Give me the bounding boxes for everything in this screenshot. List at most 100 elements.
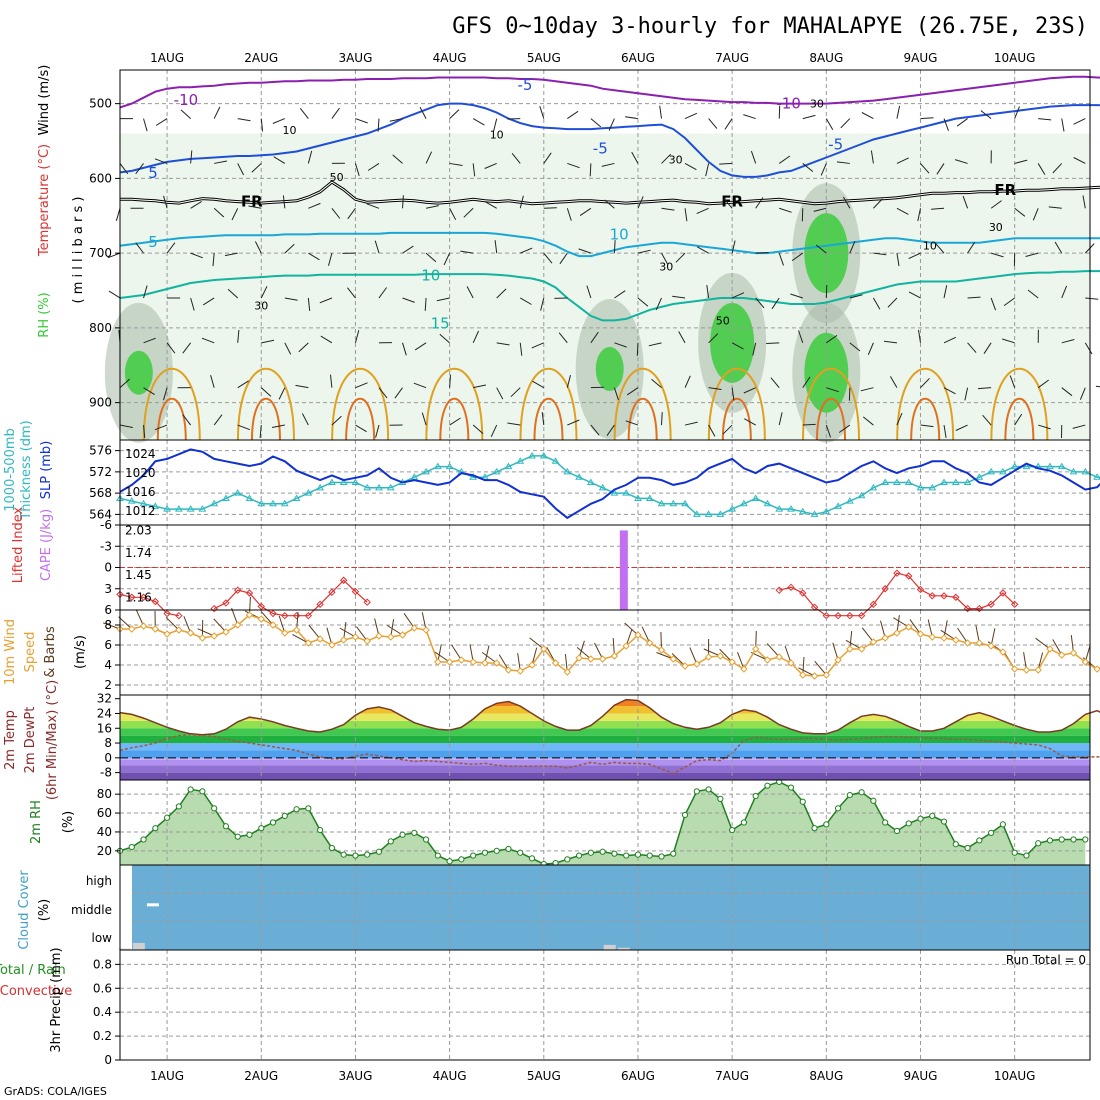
li-ytick-label-0: -6 xyxy=(100,518,112,532)
rh2m-marker-24 xyxy=(400,832,405,837)
wind-barb-42-3 xyxy=(614,240,615,253)
wind-barb-40-1 xyxy=(590,163,591,176)
wind-barb-0-4 xyxy=(109,291,120,298)
temp-contour-label-4: -5 xyxy=(828,136,843,154)
panel-cloud: lowmiddlehighCloud Cover (%) xyxy=(17,865,1090,950)
rh2m-marker-45 xyxy=(647,853,652,858)
rh2m-marker-34 xyxy=(518,850,523,855)
rh-contour-label-1: 30 xyxy=(669,154,683,167)
precip-frame xyxy=(120,950,1090,1060)
wind10m-ytick-label-3: 8 xyxy=(104,618,112,632)
precip-ytick-label-0: 0 xyxy=(104,1053,112,1067)
time-label-bottom-3: 4AUG xyxy=(433,1069,467,1083)
temp2m-ytick-label-3: 16 xyxy=(97,721,112,735)
rh2m-marker-80 xyxy=(1059,837,1064,842)
slp-ylabel-1: Thickness (dm) xyxy=(19,420,34,520)
rh2m-marker-27 xyxy=(435,853,440,858)
slp-ytick-label-1: 1016 xyxy=(125,485,156,499)
slp-ytick-label-3: 1024 xyxy=(125,447,156,461)
temp2m-ytick-label-5: 32 xyxy=(97,692,112,706)
cloud-bg xyxy=(132,865,1090,950)
wind10m-marker-26 xyxy=(423,627,429,633)
thickness-ytick-label-1: 568 xyxy=(89,486,112,500)
rh2m-marker-43 xyxy=(624,853,629,858)
rh2m-marker-65 xyxy=(883,820,888,825)
temp-band-4 xyxy=(120,750,1090,757)
rh2m-marker-46 xyxy=(659,854,664,859)
rh2m-marker-38 xyxy=(565,857,570,862)
cape-ytick-label-2: 1.74 xyxy=(125,546,152,560)
temp2m-ytick-label-2: 8 xyxy=(104,736,112,750)
rh2m-marker-11 xyxy=(247,832,252,837)
rh-contour-label-7: 30 xyxy=(810,98,824,111)
wind10m-marker-78 xyxy=(1035,667,1041,673)
temp2m-ytick-label-4: 24 xyxy=(97,706,112,720)
cloud-high-bar-0 xyxy=(147,903,159,906)
precip-ytick-label-3: 0.6 xyxy=(93,981,112,995)
rh2m-marker-82 xyxy=(1083,837,1088,842)
rh2m-marker-49 xyxy=(694,789,699,794)
temp2m-ytick-label-1: 0 xyxy=(104,751,112,765)
rh2m-marker-10 xyxy=(235,834,240,839)
slp-ylabel-0: 1000-500mb xyxy=(3,428,18,512)
wind10m-ylabel-0: 10m Wind xyxy=(3,619,18,685)
precip-run-total: Run Total = 0 xyxy=(1006,953,1086,967)
rh2m-marker-16 xyxy=(306,806,311,811)
rh2m-marker-69 xyxy=(930,813,935,818)
wind10m-marker-66 xyxy=(894,630,900,636)
wind10m-marker-18 xyxy=(329,642,335,648)
wind-barb-46-7 xyxy=(662,412,663,425)
temp-band-7 xyxy=(120,728,1090,735)
rh2m-marker-18 xyxy=(329,845,334,850)
rh2m-ytick-label-3: 80 xyxy=(97,787,112,801)
time-label-top-6: 7AUG xyxy=(715,51,749,65)
rh2m-marker-52 xyxy=(730,827,735,832)
rh2m-marker-61 xyxy=(835,806,840,811)
wind-barb-52-1 xyxy=(719,163,732,164)
wind10m-barb-79 xyxy=(1036,638,1050,649)
rh2m-marker-68 xyxy=(918,816,923,821)
slp-ytick-label-0: 1012 xyxy=(125,504,156,518)
rh2m-marker-62 xyxy=(847,793,852,798)
temp2m-ylabel-1: 2m DewPt xyxy=(23,707,38,774)
temp-contour-label-3: -10 xyxy=(776,95,801,113)
time-label-top-9: 10AUG xyxy=(994,51,1036,65)
rh2m-marker-23 xyxy=(388,839,393,844)
rh2m-marker-77 xyxy=(1024,853,1029,858)
cloud-ytick-label-1: middle xyxy=(71,903,112,917)
wind10m-marker-71 xyxy=(953,637,959,643)
wind10m-marker-77 xyxy=(1023,667,1029,673)
thickness-ytick-label-2: 572 xyxy=(89,465,112,479)
rh2m-marker-39 xyxy=(577,853,582,858)
rh2m-marker-57 xyxy=(788,785,793,790)
wind-barb-84-6 xyxy=(1096,386,1100,387)
time-label-top-1: 2AUG xyxy=(244,51,278,65)
wind10m-barb-36 xyxy=(530,638,544,649)
li-line-2 xyxy=(779,573,1015,616)
cloud-ytick-label-0: low xyxy=(92,931,113,945)
upper-air-axis-title: ( m i l l i b a r s ) xyxy=(71,197,86,304)
cloud-ytick-label-2: high xyxy=(86,874,112,888)
wind10m-marker-59 xyxy=(812,673,818,679)
cape-ytick-label-0: 1.16 xyxy=(125,591,152,605)
rh2m-marker-41 xyxy=(600,849,605,854)
rh2m-marker-26 xyxy=(423,837,428,842)
li-marker-8 xyxy=(211,606,217,612)
wind10m-ylabel-3: (m/s) xyxy=(73,635,88,669)
wind10m-barb-5 xyxy=(166,617,179,630)
upper-air-ytick-label-0: 500 xyxy=(89,97,112,111)
wind10m-marker-65 xyxy=(882,635,888,641)
wind10m-marker-4 xyxy=(164,631,170,637)
rh2m-marker-59 xyxy=(812,826,817,831)
wind-barb-56-5 xyxy=(766,343,779,344)
wind10m-marker-30 xyxy=(470,659,476,665)
wind-barb-58-7 xyxy=(803,424,816,425)
time-label-top-7: 8AUG xyxy=(809,51,843,65)
wind10m-marker-3 xyxy=(152,626,158,632)
cloud-low-bar-1 xyxy=(133,943,145,950)
rh2m-marker-30 xyxy=(471,853,476,858)
rh2m-marker-33 xyxy=(506,846,511,851)
rh2m-marker-64 xyxy=(871,798,876,803)
panel-upper-air: FR FRFR-10-5-5-10-555 10101510305030301050… xyxy=(37,65,1100,443)
